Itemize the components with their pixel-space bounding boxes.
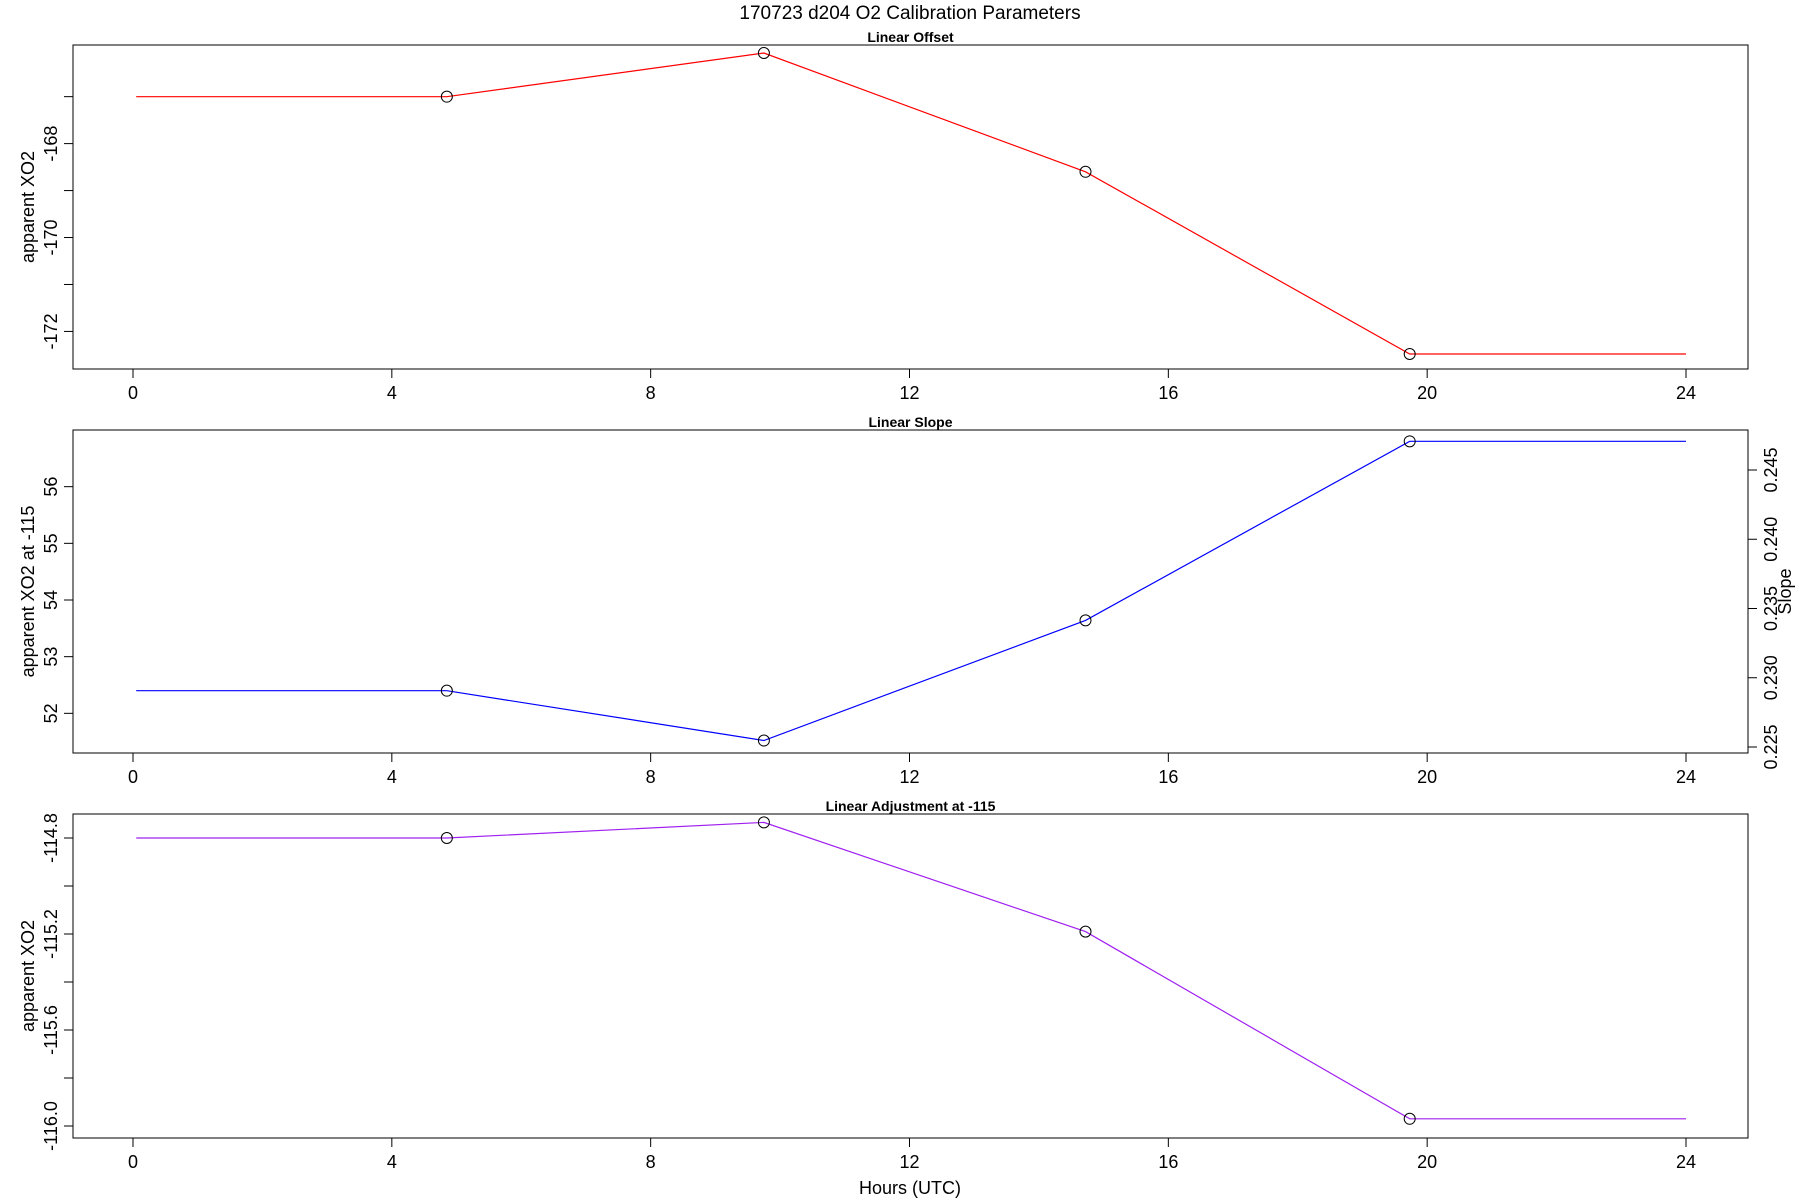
linear-slope-point-marker bbox=[757, 734, 770, 747]
linear-adjustment-x-tick-label: 12 bbox=[899, 1152, 919, 1172]
linear-adjustment-series-line bbox=[136, 821, 1686, 1120]
linear-offset-x-tick-label: 20 bbox=[1417, 383, 1437, 403]
linear-slope-frame bbox=[72, 429, 1749, 754]
linear-adjustment-title: Linear Adjustment at -115 bbox=[826, 798, 996, 814]
linear-offset-y-axis-label: apparent XO2 bbox=[18, 151, 38, 263]
linear-slope-y-tick-label: 52 bbox=[41, 703, 61, 723]
linear-adjustment-x-tick-label: 4 bbox=[387, 1152, 397, 1172]
linear-slope-panel: Linear Slope 0 4 8 12 16 20 24 52 53 54 55 56apparen… bbox=[18, 414, 1795, 787]
linear-offset-x-tick-label: 16 bbox=[1158, 383, 1178, 403]
linear-adjustment-y-tick-label: -115.6 bbox=[41, 1005, 61, 1055]
linear-adjustment-y-tick-label: -116.0 bbox=[41, 1101, 61, 1151]
linear-slope-x-tick-label: 16 bbox=[1158, 767, 1178, 787]
linear-adjustment-frame bbox=[72, 813, 1749, 1139]
linear-slope-point-marker bbox=[1079, 614, 1092, 627]
linear-adjustment-x-tick-label: 0 bbox=[128, 1152, 138, 1172]
linear-slope-x-tick-label: 12 bbox=[899, 767, 919, 787]
linear-offset-point-marker bbox=[440, 90, 453, 103]
linear-slope-y-tick-label: 56 bbox=[41, 477, 61, 497]
linear-offset-y-tick-label: -170 bbox=[41, 220, 61, 256]
linear-offset-x-tick-label: 4 bbox=[387, 383, 397, 403]
linear-slope-point-marker bbox=[1403, 435, 1416, 448]
linear-adjustment-y-tick-label: -115.2 bbox=[41, 909, 61, 959]
linear-adjustment-x-tick-label: 8 bbox=[646, 1152, 656, 1172]
linear-adjustment-x-tick-label: 20 bbox=[1417, 1152, 1437, 1172]
linear-slope-x-tick-label: 24 bbox=[1676, 767, 1696, 787]
linear-slope-x-tick-label: 0 bbox=[128, 767, 138, 787]
linear-slope-right-tick-label: 0.230 bbox=[1761, 655, 1781, 700]
linear-offset-x-tick-label: 12 bbox=[899, 383, 919, 403]
linear-offset-point-marker bbox=[1079, 165, 1092, 178]
linear-slope-x-tick-label: 8 bbox=[646, 767, 656, 787]
linear-adjustment-x-tick-label: 24 bbox=[1676, 1152, 1696, 1172]
linear-offset-series-line bbox=[136, 52, 1686, 355]
linear-offset-title: Linear Offset bbox=[867, 29, 954, 45]
linear-adjustment-y-tick-label: -114.8 bbox=[41, 813, 61, 863]
linear-slope-x-tick-label: 4 bbox=[387, 767, 397, 787]
linear-adjustment-point-marker bbox=[440, 832, 453, 844]
linear-slope-right-tick-label: 0.245 bbox=[1761, 447, 1781, 492]
linear-slope-y-tick-label: 55 bbox=[41, 533, 61, 553]
linear-offset-x-tick-label: 0 bbox=[128, 383, 138, 403]
linear-offset-x-tick-label: 8 bbox=[646, 383, 656, 403]
linear-offset-y-tick-label: -168 bbox=[41, 126, 61, 162]
linear-slope-y-tick-label: 53 bbox=[41, 647, 61, 667]
linear-slope-y-axis-label: apparent XO2 at -115 bbox=[18, 506, 38, 678]
linear-offset-x-tick-label: 24 bbox=[1676, 383, 1696, 403]
figure-title: 170723 d204 O2 Calibration Parameters bbox=[739, 3, 1080, 24]
linear-slope-x-tick-label: 20 bbox=[1417, 767, 1437, 787]
linear-adjustment-panel: Linear Adjustment at -115 0 4 8 12 16 20 24 -116… bbox=[18, 798, 1749, 1172]
linear-offset-panel: Linear Offset 0 4 8 12 16 20 24 -172 -170 -168appa… bbox=[18, 29, 1749, 403]
linear-adjustment-point-marker bbox=[757, 816, 770, 829]
linear-adjustment-y-axis-label: apparent XO2 bbox=[18, 920, 38, 1032]
linear-slope-series-line bbox=[136, 440, 1686, 742]
linear-adjustment-x-tick-label: 16 bbox=[1158, 1152, 1178, 1172]
linear-slope-y-tick-label: 54 bbox=[41, 590, 61, 610]
linear-offset-point-marker bbox=[757, 46, 770, 59]
x-axis-label: Hours (UTC) bbox=[859, 1178, 961, 1198]
linear-offset-point-marker bbox=[1403, 347, 1416, 360]
linear-slope-right-tick-label: 0.240 bbox=[1761, 517, 1781, 562]
linear-slope-right-axis-label: Slope bbox=[1775, 568, 1795, 614]
linear-slope-title: Linear Slope bbox=[868, 414, 952, 430]
linear-slope-right-tick-label: 0.225 bbox=[1761, 724, 1781, 769]
linear-offset-frame bbox=[72, 44, 1749, 370]
linear-slope-point-marker bbox=[440, 684, 453, 697]
linear-slope-right-tick-label: 0.235 bbox=[1761, 586, 1781, 631]
linear-adjustment-point-marker bbox=[1403, 1112, 1416, 1125]
linear-adjustment-point-marker bbox=[1079, 925, 1092, 938]
linear-offset-y-tick-label: -172 bbox=[41, 313, 61, 349]
